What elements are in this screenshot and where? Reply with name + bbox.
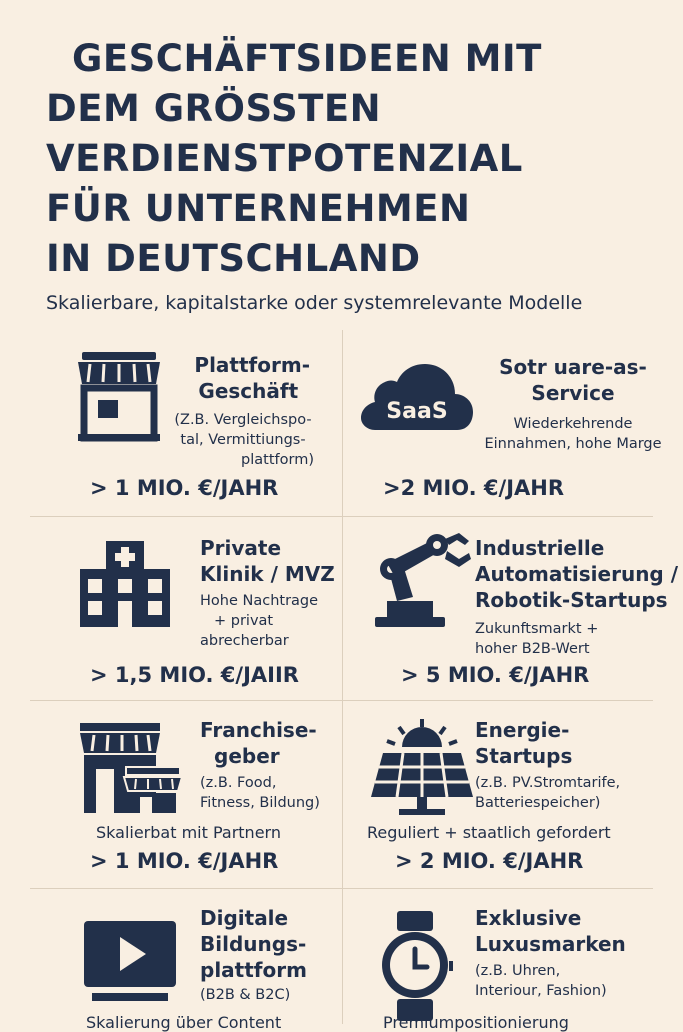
grid-divider-horizontal — [30, 888, 653, 889]
title-line: GESCHÄFTSIDEEN MIT — [72, 37, 542, 80]
revenue-amount: > 1 MIO. €/JAHR — [90, 476, 279, 500]
revenue-amount: > 1,5 MIO. €/JAIIR — [90, 663, 299, 687]
revenue-amount: > 1 MIO. €/JAHR — [90, 849, 279, 873]
business-card-saas: SaaS Sotr uare-as- Service Wiederkehrend… — [343, 330, 683, 516]
page-subtitle: Skalierbare, kapitalstarke oder systemre… — [46, 292, 583, 314]
card-title: Digitale Bildungs- plattform — [200, 906, 307, 982]
grid-divider-horizontal — [30, 700, 653, 701]
wristwatch-icon — [382, 911, 453, 1021]
hospital-icon — [80, 541, 170, 627]
grid-divider-horizontal — [30, 516, 653, 517]
page-title: GESCHÄFTSIDEEN MIT DEM GRÖSSTEN VERDIENS… — [46, 34, 666, 284]
card-description: Wiederkehrende Einnahmen, hohe Marge — [484, 416, 662, 452]
card-title: Franchise- geber — [200, 718, 317, 768]
card-title: Exklusive Luxusmarken — [475, 906, 626, 956]
card-description: Zukunftsmarkt + hoher B2B-Wert — [475, 621, 599, 657]
business-card-clinic: Private Klinik / MVZ Hohe Nachtrage + pr… — [0, 517, 342, 700]
business-card-robotics: Industrielle Automatisierung / Robotik-S… — [343, 517, 683, 700]
franchise-stores-icon — [80, 723, 182, 813]
card-note: Reguliert + staatlich gefordert — [367, 823, 611, 842]
card-note: Skalierbat mit Partnern — [96, 823, 281, 842]
card-title: Energie- Startups — [475, 718, 573, 768]
business-card-energy: Energie- Startups (z.B. PV.Stromtarife, … — [343, 701, 683, 888]
card-description: (z.B. PV.Stromtarife, Batteriespeicher) — [475, 775, 621, 811]
video-play-icon — [84, 921, 176, 1001]
title-line: FÜR UNTERNEHMEN — [46, 187, 471, 230]
robot-arm-icon — [375, 533, 471, 627]
revenue-amount: > 2 MIO. €/JAHR — [395, 849, 584, 873]
card-description: (z.B. Food, Fitness, Bildung) — [200, 775, 320, 811]
card-description: (B2B & B2C) — [200, 987, 291, 1003]
card-note: Skalierung über Content — [86, 1013, 282, 1032]
solar-panel-icon — [371, 719, 473, 815]
grid-divider-vertical — [342, 330, 343, 1024]
business-card-platform: Plattform- Geschäft (Z.B. Vergleichspo- … — [0, 330, 342, 516]
title-line: IN DEUTSCHLAND — [46, 237, 421, 280]
saas-cloud-icon: SaaS — [361, 364, 473, 430]
card-title: Sotr uare-as- Service — [499, 355, 647, 405]
card-note: Premiumpositionierung — [383, 1013, 569, 1032]
card-title: Industrielle Automatisierung / Robotik-S… — [475, 536, 679, 612]
storefront-icon — [78, 352, 160, 442]
card-description: (Z.B. Vergleichspo- tal, Vermittiungs- p… — [174, 412, 314, 468]
card-title: Private Klinik / MVZ — [200, 536, 335, 586]
saas-label: SaaS — [386, 399, 447, 424]
business-card-education: Digitale Bildungs- plattform (B2B & B2C)… — [0, 889, 342, 1032]
card-description: (z.B. Uhren, Interiour, Fashion) — [475, 963, 607, 999]
title-line: VERDIENSTPOTENZIAL — [46, 137, 523, 180]
title-line: DEM GRÖSSTEN — [46, 87, 382, 130]
business-card-franchise: Franchise- geber (z.B. Food, Fitness, Bi… — [0, 701, 342, 888]
card-title: Plattform- Geschäft — [194, 353, 310, 403]
card-description: Hohe Nachtrage + privat abrecherbar — [200, 593, 319, 649]
business-card-luxury: Exklusive Luxusmarken (z.B. Uhren, Inter… — [343, 889, 683, 1032]
revenue-amount: > 5 MIO. €/JAHR — [401, 663, 590, 687]
revenue-amount: >2 MIO. €/JAHR — [383, 476, 565, 500]
